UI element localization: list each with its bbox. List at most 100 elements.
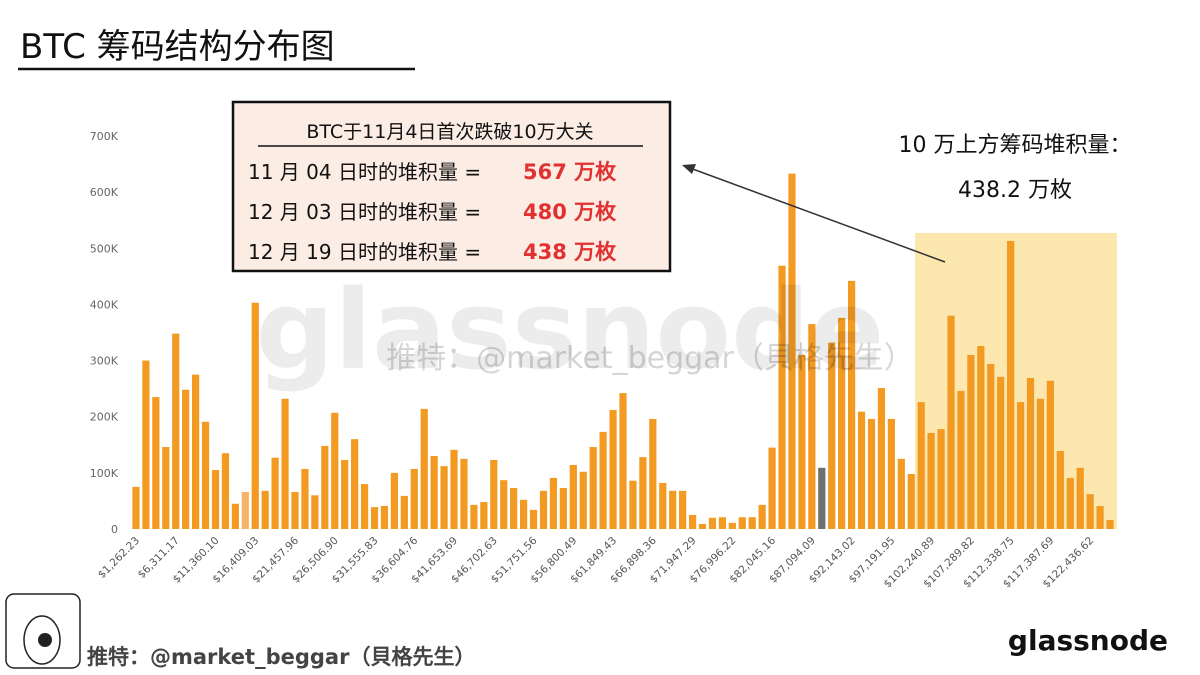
- bar: [629, 480, 637, 529]
- bar: [321, 445, 329, 529]
- bar: [529, 509, 538, 529]
- bar: [698, 523, 707, 529]
- highlight-region: [915, 233, 1117, 529]
- bar: [788, 173, 796, 529]
- bar: [261, 490, 269, 529]
- bar: [1096, 505, 1104, 529]
- y-tick-label: 0: [111, 523, 118, 536]
- bar: [231, 503, 239, 529]
- bar: [639, 457, 647, 529]
- bar: [669, 490, 677, 529]
- bar: [221, 453, 230, 529]
- arrow-line: [689, 167, 946, 263]
- bar: [738, 517, 746, 529]
- bar: [679, 490, 687, 529]
- side-note-line: 10 万上方筹码堆积量：: [899, 133, 1132, 158]
- bar: [152, 397, 160, 529]
- callout-amount: 438 万枚: [523, 240, 617, 264]
- bar: [351, 439, 359, 529]
- bar: [947, 315, 955, 529]
- callout-amount: 480 万枚: [523, 200, 617, 224]
- bar: [579, 471, 587, 529]
- bar: [838, 317, 846, 529]
- bar: [987, 363, 995, 529]
- bar: [1036, 398, 1045, 529]
- bar: [470, 504, 478, 529]
- bar: [331, 412, 339, 529]
- bar: [132, 486, 140, 529]
- arrow-head: [682, 164, 696, 174]
- bar: [559, 488, 567, 529]
- bar: [907, 473, 915, 529]
- bar: [877, 388, 886, 529]
- bar: [808, 324, 816, 529]
- y-tick-label: 400K: [90, 298, 119, 311]
- bar: [798, 354, 806, 529]
- callout-box: [231, 100, 672, 273]
- bar: [241, 491, 249, 529]
- bar: [271, 457, 279, 529]
- y-tick-label: 300K: [90, 355, 119, 368]
- bar: [370, 507, 379, 529]
- y-tick-label: 100K: [90, 467, 119, 480]
- callout-label: 12 月 03 日时的堆积量 =: [248, 200, 481, 224]
- bar: [341, 459, 349, 529]
- bar: [857, 411, 866, 529]
- bar: [828, 342, 836, 529]
- y-tick-label: 600K: [90, 186, 119, 199]
- bar: [758, 504, 766, 529]
- bar: [569, 464, 577, 529]
- bar: [510, 488, 518, 529]
- bar: [778, 265, 786, 529]
- bar: [649, 418, 657, 529]
- bar: [390, 472, 398, 529]
- bar: [192, 374, 200, 529]
- footer-logo: glassnode: [1008, 624, 1168, 657]
- bar: [490, 459, 498, 529]
- bar: [1016, 402, 1025, 529]
- y-tick-label: 700K: [90, 130, 119, 143]
- bar: [609, 409, 617, 529]
- callout-label: 12 月 19 日时的堆积量 =: [248, 240, 481, 264]
- bar: [549, 477, 558, 529]
- bar: [818, 467, 826, 529]
- bar: [480, 502, 488, 529]
- callout-heading: BTC于11月4日首次跌破10万大关: [306, 121, 593, 143]
- bar: [440, 466, 448, 529]
- bar: [718, 517, 726, 529]
- bar: [1086, 494, 1094, 529]
- bar: [848, 280, 856, 529]
- bar: [291, 491, 299, 529]
- bar: [599, 431, 607, 529]
- bar: [520, 499, 528, 529]
- bar: [1076, 467, 1084, 529]
- bar: [1066, 477, 1074, 529]
- bar: [619, 393, 627, 529]
- bar: [182, 389, 190, 529]
- bar: [1046, 380, 1054, 529]
- bar: [1056, 450, 1064, 529]
- bar: [967, 354, 975, 529]
- bar: [460, 458, 468, 529]
- bar: [589, 447, 597, 529]
- bar: [211, 470, 220, 529]
- y-tick-label: 200K: [90, 411, 119, 424]
- bar: [301, 468, 309, 529]
- bar: [897, 458, 905, 529]
- callout-amount: 567 万枚: [523, 160, 617, 184]
- bar: [957, 390, 965, 529]
- bar: [1106, 520, 1114, 529]
- bar: [977, 345, 985, 529]
- footer-handle: 推特：@market_beggar（貝格先生）: [87, 645, 475, 669]
- bar: [768, 447, 776, 529]
- bar: [887, 418, 895, 529]
- y-tick-label: 500K: [90, 242, 119, 255]
- bar: [1026, 377, 1035, 529]
- bar: [867, 418, 876, 529]
- bar: [728, 522, 736, 529]
- bar: [172, 333, 180, 529]
- bar: [420, 408, 428, 529]
- bar: [162, 447, 170, 529]
- bar: [400, 495, 408, 529]
